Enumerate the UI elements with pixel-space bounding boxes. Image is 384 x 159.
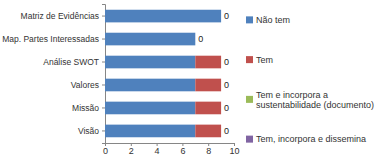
data-label: 0 [224,57,229,67]
y-tick-label: Análise SWOT [43,57,99,67]
x-tick-label: 8 [206,146,211,156]
legend-item: Tem [246,55,273,65]
y-axis: Matriz de Evidências Map. Partes Interess… [2,5,105,144]
bar [221,56,222,69]
y-tick: Matriz de Evidências [21,11,105,21]
legend-item: Tem e incorpora asustentabilidade (docum… [246,90,374,110]
x-tick: 6 [180,143,185,156]
y-tick: Análise SWOT [43,57,105,67]
bar [221,102,222,115]
y-tick-mark [102,84,105,85]
legend-item: Tem, incorpora e dissemina [246,134,366,144]
x-axis-line [106,144,235,147]
data-label: 0 [224,80,229,90]
x-tick-label: 0 [103,146,108,156]
y-tick: Map. Partes Interessadas [2,34,105,44]
x-tick-label: 4 [155,146,160,156]
bar [195,56,221,69]
plot: 77777922220000000246810Matriz de Evidênc… [2,5,239,157]
legend-label: Tem [256,55,273,65]
bar [221,10,222,23]
bar [105,79,195,92]
x-tick: 2 [129,143,134,156]
bar [105,102,195,115]
bar [195,125,221,138]
bars [105,10,221,138]
x-tick-label: 10 [229,146,239,156]
bar [105,56,195,69]
y-tick-mark [102,39,105,40]
y-tick-label: Missão [72,103,99,113]
bar [195,102,221,115]
bar [195,33,196,46]
y-tick-label: Valores [71,80,99,90]
legend-swatch [246,56,253,63]
legend-label: Tem e incorpora asustentabilidade (docum… [256,90,374,110]
x-tick-label: 6 [180,146,185,156]
y-tick-label: Matriz de Evidências [21,11,99,21]
y-tick-mark [102,16,105,17]
x-tick: 0 [103,143,108,156]
data-label: 0 [224,126,229,136]
data-label: 0 [224,11,229,21]
bar [105,125,195,138]
data-label: 0 [224,103,229,113]
x-tick: 10 [229,143,239,156]
y-tick: Visão [78,126,105,136]
legend-label: Tem, incorpora e dissemina [256,134,366,144]
bar [105,33,195,46]
y-tick-label: Map. Partes Interessadas [2,34,99,44]
legend-swatch [246,96,253,103]
x-tick-label: 2 [129,146,134,156]
bar [221,125,222,138]
y-tick: Missão [72,103,105,113]
y-tick-label: Visão [78,126,99,136]
legend-swatch [246,136,253,143]
y-tick-mark [102,130,105,131]
y-tick-mark [102,62,105,63]
legend-item: Não tem [246,15,290,25]
y-tick-mark [102,107,105,108]
x-tick: 4 [155,143,160,156]
legend: Não tem Tem Tem e incorpora asustentabilid… [246,15,374,144]
x-tick: 8 [206,143,211,156]
legend-label: Não tem [256,15,290,25]
x-axis: 0 2 4 6 8 10 [103,143,240,156]
data-label: 0 [198,34,203,44]
y-tick: Valores [71,80,105,90]
y-axis-line [102,5,106,144]
bar [105,10,221,23]
legend-swatch [246,16,253,23]
chart: 77777922220000000246810Matriz de Evidênc… [0,0,384,159]
data-labels: 7777792222000000 [148,11,229,136]
bar [221,79,222,92]
bar [195,79,221,92]
